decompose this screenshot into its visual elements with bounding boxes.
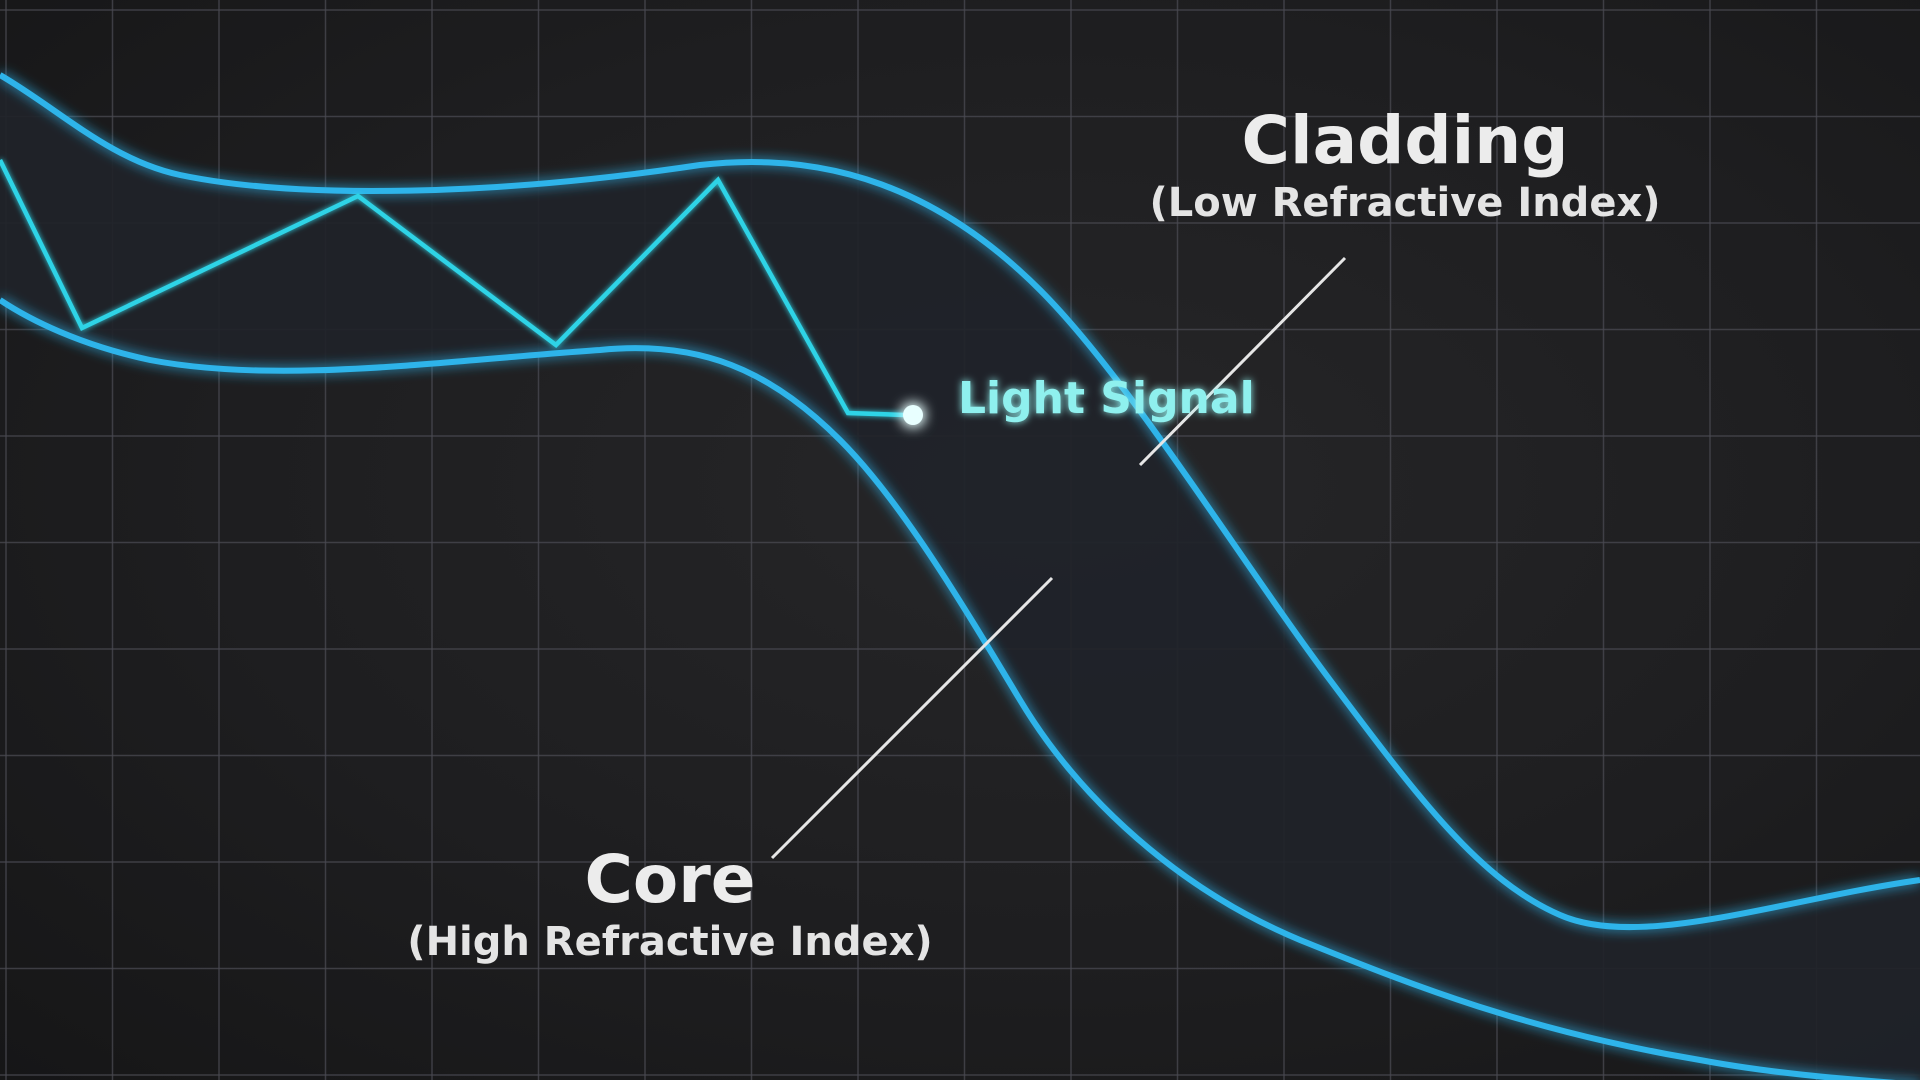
light-signal-path bbox=[0, 159, 906, 418]
core-label: Core bbox=[584, 841, 755, 918]
fiber-lower-edge bbox=[0, 297, 1896, 1080]
fiber-body bbox=[0, 75, 1920, 1080]
light-signal-dot bbox=[903, 405, 923, 425]
core-sublabel: (High Refractive Index) bbox=[407, 919, 932, 965]
light-signal-label: Light Signal bbox=[958, 373, 1255, 424]
core-leader-line bbox=[770, 576, 1054, 860]
cladding-leader-line bbox=[1138, 256, 1347, 467]
cladding-label: Cladding bbox=[1242, 102, 1569, 179]
cladding-sublabel: (Low Refractive Index) bbox=[1149, 180, 1660, 226]
fiber-upper-edge bbox=[0, 72, 1920, 931]
